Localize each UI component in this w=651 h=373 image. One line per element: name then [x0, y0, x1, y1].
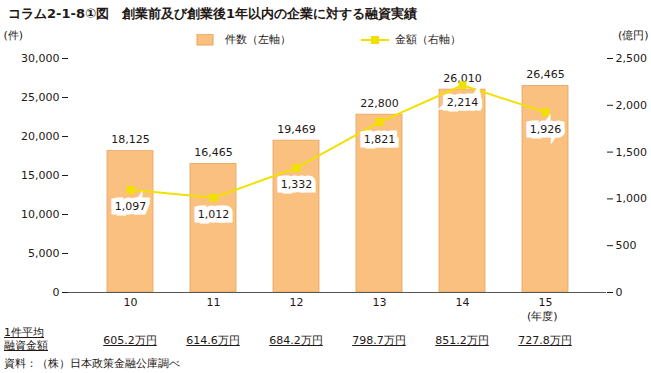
svg-text:1,097: 1,097	[115, 200, 147, 213]
svg-text:(件): (件)	[4, 29, 24, 42]
svg-text:26,010: 26,010	[443, 71, 482, 85]
svg-text:25,000: 25,000	[21, 91, 60, 104]
html-text:684.2万円: 684.2万円	[269, 334, 323, 347]
svg-text:(億円): (億円)	[618, 29, 649, 42]
svg-text:12: 12	[290, 296, 304, 309]
svg-text:1,500: 1,500	[616, 146, 648, 159]
svg-text:15,000: 15,000	[21, 169, 60, 182]
svg-text:10: 10	[124, 296, 138, 309]
svg-text:10,000: 10,000	[21, 208, 60, 221]
svg-text:1,821: 1,821	[364, 133, 396, 146]
svg-text:22,800: 22,800	[360, 97, 399, 110]
svg-text:0: 0	[616, 286, 623, 299]
html-text:コラム2-1-8①図 創業前及び創業後1年以内の企業に対する: コラム2-1-8①図 創業前及び創業後1年以内の企業に対する融資実績	[8, 6, 417, 21]
html-text:727.8万円: 727.8万円	[518, 334, 572, 347]
svg-text:19,469: 19,469	[277, 123, 316, 136]
html-text:851.2万円: 851.2万円	[435, 334, 489, 347]
svg-text:1,926: 1,926	[530, 123, 562, 136]
svg-text:2,000: 2,000	[616, 99, 648, 112]
svg-text:500: 500	[616, 239, 637, 252]
svg-text:16,465: 16,465	[194, 146, 233, 159]
svg-text:14: 14	[456, 296, 470, 309]
svg-text:20,000: 20,000	[21, 130, 60, 143]
html-text:(年度): (年度)	[527, 310, 558, 323]
svg-text:26,465: 26,465	[526, 68, 565, 81]
html-text:614.6万円: 614.6万円	[186, 334, 240, 347]
html-text:金額（右軸）: 金額（右軸）	[394, 33, 461, 46]
svg-text:18,125: 18,125	[111, 133, 150, 146]
html-text:605.2万円: 605.2万円	[103, 334, 157, 347]
svg-text:15: 15	[539, 296, 553, 309]
svg-text:1,332: 1,332	[281, 178, 313, 191]
html-text:資料：（株）日本政策金融公庫調べ: 資料：（株）日本政策金融公庫調べ	[4, 357, 180, 370]
html-text:798.7万円: 798.7万円	[352, 334, 406, 347]
svg-text:2,214: 2,214	[447, 96, 479, 109]
svg-text:5,000: 5,000	[28, 247, 60, 260]
svg-text:1,012: 1,012	[198, 208, 230, 221]
svg-text:13: 13	[373, 296, 387, 309]
svg-text:11: 11	[207, 296, 221, 309]
html-text:1件平均 融資金額: 1件平均 融資金額	[4, 326, 48, 352]
svg-text:2,500: 2,500	[616, 52, 648, 65]
html-text:件数（左軸）: 件数（左軸）	[224, 33, 291, 46]
svg-text:1,000: 1,000	[616, 192, 648, 205]
svg-text:0: 0	[53, 286, 60, 299]
svg-text:30,000: 30,000	[21, 52, 60, 65]
